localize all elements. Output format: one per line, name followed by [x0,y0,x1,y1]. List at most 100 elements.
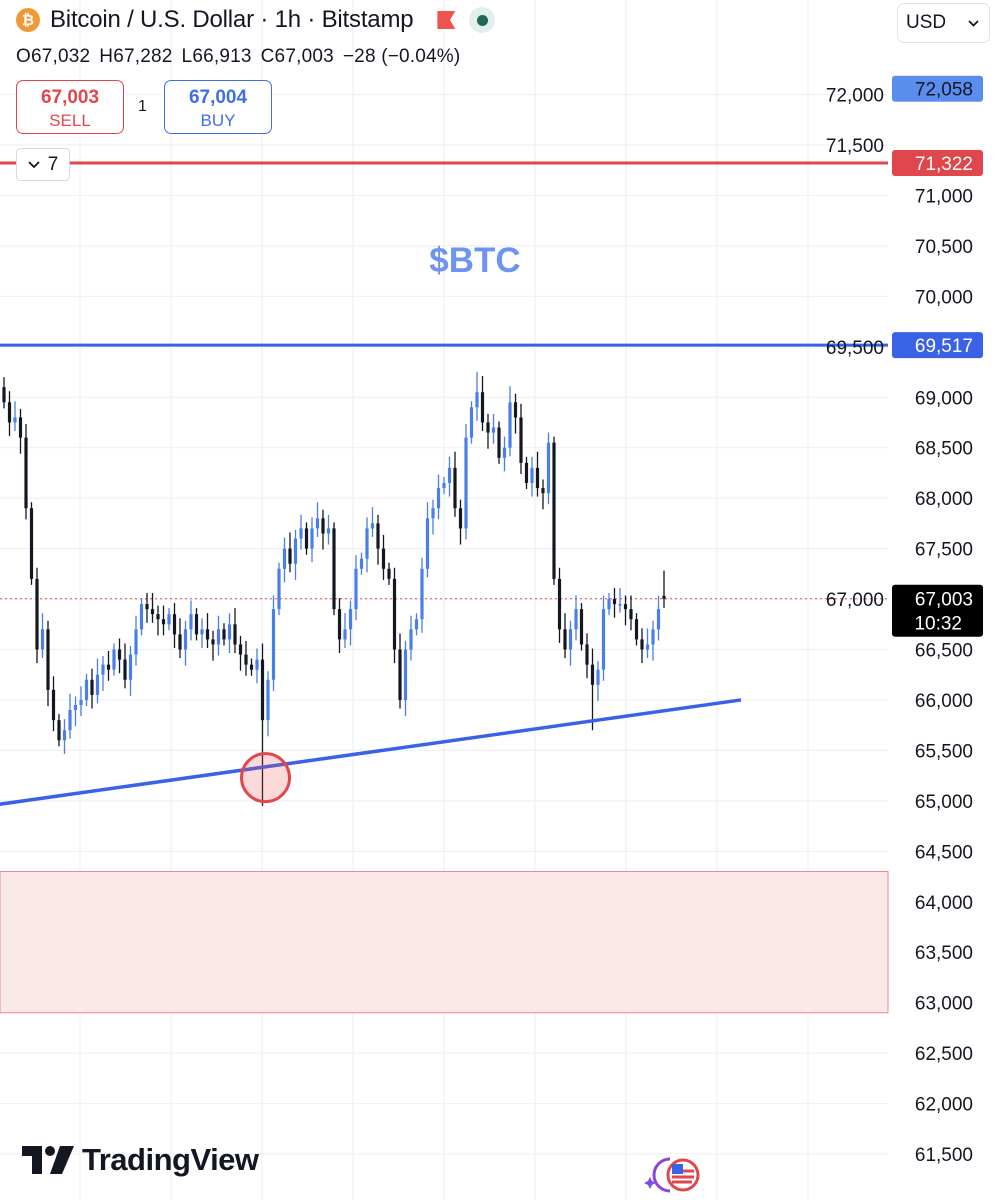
candle [568,620,573,666]
candle [255,648,259,684]
candle-body [431,508,435,519]
candle [299,514,303,550]
currency-select[interactable]: USD [897,3,990,43]
news-flag-icon[interactable] [640,1155,704,1195]
candle [310,517,314,563]
price-tick-label: 70,500 [915,237,973,258]
candle [480,376,485,432]
candle-body [156,614,160,620]
candle-body [354,568,358,610]
candle [464,423,468,540]
candle [524,456,529,490]
candle [552,436,556,585]
candle-body [134,629,138,655]
candle [282,537,287,583]
market-open-dot-icon[interactable] [469,7,496,33]
candle [156,605,160,636]
candle [392,567,397,664]
candle-body [90,679,94,695]
candle [623,595,628,626]
ohlc-open: O67,032 [16,46,91,67]
candle [106,651,111,681]
candle-body [475,392,479,408]
candle [139,598,144,636]
candle-body [651,629,655,645]
candle-body [18,417,23,438]
candle-body [519,417,523,463]
candle-body [403,649,408,700]
tradingview-logo-text: TradingView [82,1142,259,1177]
candle-body [458,508,463,529]
support-price-label: 69,517 [915,336,973,357]
candle [29,502,34,585]
candle-body [62,730,67,741]
candle [266,671,270,737]
candle [497,421,501,464]
candle-body [442,483,446,489]
candle [227,613,232,654]
candle-body [271,609,276,680]
candle-body [46,629,50,690]
buy-price: 67,004 [188,87,248,108]
candle [420,557,424,633]
candle-body [304,528,309,549]
candle-body [183,629,188,650]
order-quantity[interactable]: 1 [138,98,147,115]
candle-body [387,568,391,579]
price-tick-label: 65,000 [915,792,973,813]
candle [579,603,584,651]
chart-annotation-title[interactable]: $BTC [429,241,520,280]
buy-button[interactable]: 67,004 BUY [164,80,272,134]
indicators-toggle-button[interactable]: 7 [16,148,70,181]
price-axis[interactable]: 72,000 71,500 71,000 70,500 70,000 69,500 69,0… [826,75,983,1166]
candle [57,714,61,747]
candle-body [464,437,468,529]
price-tick-label: 71,500 [826,136,884,157]
candle [365,517,369,573]
symbol-title[interactable]: Bitcoin / U.S. Dollar · 1h · Bitstamp [50,6,414,33]
chevron-down-icon [968,19,979,27]
candle-body [244,654,248,665]
candle [216,615,221,656]
candle-body [13,417,17,423]
sell-button[interactable]: 67,003 SELL [16,80,124,134]
candle [332,522,336,616]
candle [513,393,518,434]
candle-body [552,442,556,579]
circle-marker[interactable] [240,752,291,804]
candle-body [607,599,611,610]
candle-body [612,599,617,605]
candle-body [57,720,61,741]
price-tick-label: 62,000 [915,1095,973,1116]
candle [101,656,105,691]
demand-zone-rectangle[interactable] [0,870,889,1014]
candle-body [95,674,100,695]
trend-line[interactable] [0,698,742,816]
buy-label: BUY [200,111,236,130]
candle-body [332,528,336,610]
candle [381,534,386,580]
candle-body [2,387,6,403]
candle [535,451,540,497]
candle [211,630,215,661]
candle [123,643,127,689]
candle [315,502,320,537]
flag-icon[interactable] [437,11,456,29]
candle [128,645,133,696]
tradingview-logo[interactable]: TradingView [22,1142,259,1178]
candle-body [172,614,177,635]
candle [596,661,600,701]
candle [68,693,72,739]
support-price-label-background [892,332,983,359]
price-tick-label: 64,500 [915,842,973,863]
resistance-price-label: 71,322 [915,154,973,175]
candle [645,628,650,659]
candle-body [40,629,45,650]
candle-body [618,604,622,606]
candle [84,673,89,707]
candle-body [546,442,551,494]
price-tick-label: 67,500 [915,540,973,561]
candle [343,613,347,648]
candle [370,507,375,537]
